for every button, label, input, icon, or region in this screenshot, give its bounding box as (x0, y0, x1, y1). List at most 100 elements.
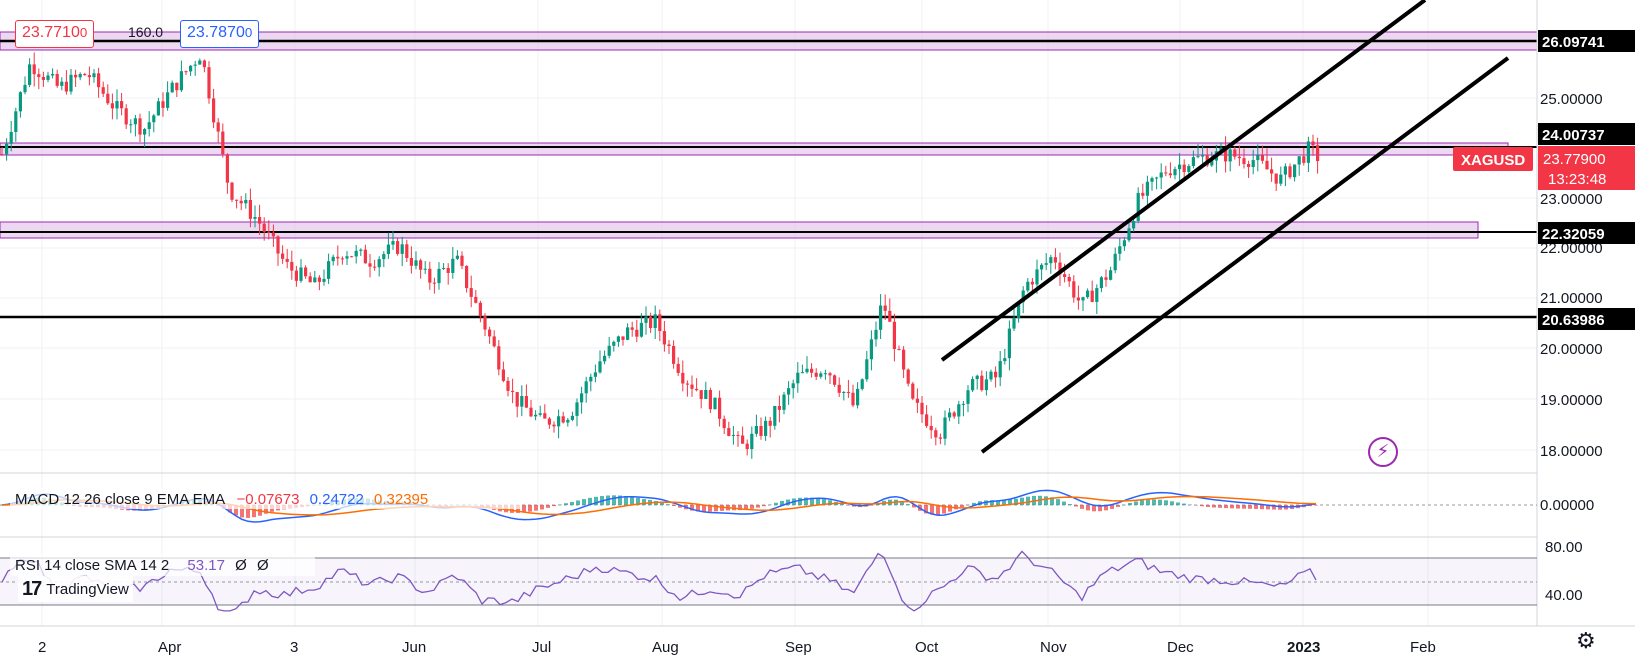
time-label-4: Jul (532, 639, 551, 656)
candle-body (570, 415, 574, 420)
macd-signal-value: 0.32395 (374, 491, 428, 508)
candle-body (773, 405, 777, 426)
macd-hist-bar (1152, 499, 1156, 505)
candle-body (432, 282, 436, 284)
candle-body (60, 81, 64, 86)
macd-hist-bar (696, 505, 700, 512)
candle-body (336, 256, 340, 259)
candle-body (87, 75, 91, 78)
macd-hist-bar (252, 505, 256, 518)
macd-hist-bar (1050, 497, 1054, 505)
candle-body (202, 60, 206, 68)
macd-hist-bar (624, 496, 628, 505)
macd-hist-bar (1314, 505, 1318, 506)
candle-body (478, 302, 482, 317)
gear-icon[interactable]: ⚙ (1576, 628, 1596, 653)
candle-body (1237, 156, 1241, 159)
zone-24 (0, 142, 1509, 156)
time-label-0: 2 (38, 639, 46, 656)
candle-body (1150, 178, 1154, 182)
candle-body (5, 143, 9, 155)
candle-body (1279, 174, 1283, 184)
price-tick-25: 25.00000 (1540, 91, 1603, 108)
candle-body (994, 371, 998, 378)
candle-body (37, 74, 41, 78)
candle-body (1127, 228, 1131, 241)
macd-hist-bar (810, 497, 814, 505)
candle-body (32, 64, 36, 75)
macd-hist-bar (1254, 505, 1258, 509)
macd-hist-bar (1002, 500, 1006, 505)
candle-body (1099, 277, 1103, 289)
candle-body (934, 430, 938, 438)
candle-body (74, 74, 78, 78)
candle-body (244, 199, 248, 204)
macd-legend[interactable]: MACD 12 26 close 9 EMA EMA −0.07673 0.24… (15, 491, 428, 508)
candle-body (1104, 277, 1108, 280)
macd-hist-bar (816, 498, 820, 505)
candle-body (1155, 177, 1159, 179)
rsi-extra1: Ø (235, 557, 247, 574)
rsi-legend[interactable]: RSI 14 close SMA 14 2 53.17 Ø Ø (15, 557, 269, 574)
macd-hist-bar (552, 505, 556, 507)
candle-body (511, 390, 515, 393)
candle-body (851, 392, 855, 406)
candle-body (409, 257, 413, 266)
symbol-tag-bg (1453, 147, 1533, 171)
candle-body (626, 327, 630, 340)
price-axis[interactable]: 25.00000 23.00000 22.00000 21.00000 20.0… (1453, 30, 1635, 604)
price-tick-19: 19.00000 (1540, 392, 1603, 409)
candle-body (1168, 173, 1172, 176)
channel-upper-line[interactable] (940, 0, 1427, 362)
macd-hist-bar (846, 505, 850, 506)
macd-hist-bar (990, 500, 994, 505)
bid-button[interactable]: 23.77100 (15, 20, 95, 48)
candle-body (750, 433, 754, 450)
time-axis[interactable]: 2 Apr 3 Jun Jul Aug Sep Oct Nov Dec 2023… (38, 639, 1436, 656)
macd-hist-bar (912, 505, 916, 508)
price-tick-21: 21.00000 (1540, 290, 1603, 307)
candle-body (731, 434, 735, 436)
price-tag-bg (1538, 146, 1635, 190)
candle-body (690, 384, 694, 389)
candle-body (865, 359, 869, 380)
candle-body (1122, 240, 1126, 247)
candle-body (184, 71, 188, 73)
candle-body (557, 416, 561, 427)
symbol-tag: XAGUSD (1461, 152, 1525, 169)
candle-body (814, 372, 818, 377)
candle-body (957, 404, 961, 417)
macd-hist-bar (1104, 505, 1108, 511)
level-tag-26: 26.09741 (1542, 34, 1605, 51)
price-tick-22: 22.00000 (1540, 240, 1603, 257)
candle-body (782, 394, 786, 410)
candle-body (695, 388, 699, 391)
tradingview-logo[interactable]: 17 TradingView (18, 576, 133, 602)
candle-body (975, 375, 979, 380)
ask-button[interactable]: 23.78700 (180, 20, 260, 48)
candle-body (1067, 276, 1071, 282)
macd-hist-bar (798, 497, 802, 505)
candle-body (501, 369, 505, 381)
macd-hist-bar (960, 505, 964, 508)
macd-hist-bar (1044, 496, 1048, 505)
bolt-icon[interactable]: ⚡ (1368, 437, 1398, 467)
candle-body (1053, 257, 1057, 263)
candle-body (681, 372, 685, 384)
candle-body (55, 73, 59, 86)
macd-hist-bar (1014, 498, 1018, 505)
macd-hist-bar (1266, 505, 1270, 510)
channel-lower-line[interactable] (980, 56, 1510, 454)
macd-hist-bar (576, 500, 580, 505)
candle-body (736, 434, 740, 436)
candle-body (419, 260, 423, 270)
candle-body (984, 379, 988, 391)
candle-body (708, 390, 712, 410)
candle-body (966, 390, 970, 404)
candle-body (754, 425, 758, 434)
macd-hist-bar (1188, 504, 1192, 506)
candle-body (161, 101, 165, 108)
candle-body (718, 397, 722, 419)
candle-body (179, 71, 183, 91)
